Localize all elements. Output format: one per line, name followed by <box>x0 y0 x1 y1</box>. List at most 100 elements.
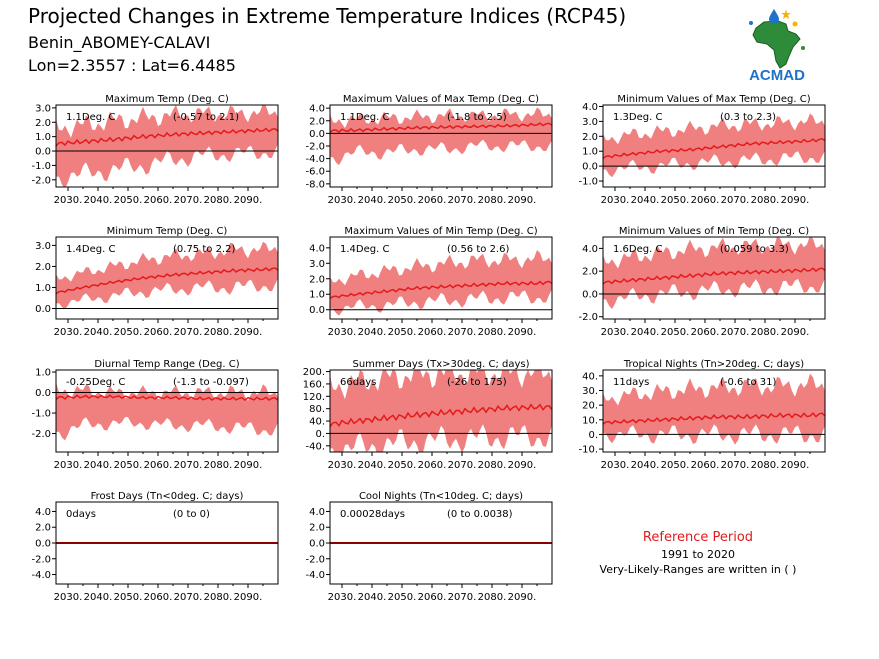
plot-frame <box>329 236 553 320</box>
x-tick-label: 2090. <box>508 592 537 603</box>
x-tick-label: 2050. <box>114 592 143 603</box>
reference-period-title: Reference Period <box>642 530 754 545</box>
likely-range-band <box>56 105 278 187</box>
x-tick-label: 2090. <box>781 460 810 471</box>
y-tick-label: 2.0 <box>309 523 325 534</box>
x-tick-label: 2060. <box>418 460 447 471</box>
x-tick-label: 2080. <box>478 460 507 471</box>
x-tick-label: 2090. <box>781 327 810 338</box>
mean-change-label: 0days <box>66 509 96 520</box>
page-title: Projected Changes in Extreme Temperature… <box>28 4 627 28</box>
chart-title: Tropical Nights (Tn>20deg. C; days) <box>623 359 804 370</box>
y-tick-label: -1.0 <box>31 409 51 420</box>
x-tick-label: 2030. <box>54 592 83 603</box>
chart-title: Summer Days (Tx>30deg. C; days) <box>352 359 529 370</box>
x-tick-label: 2090. <box>781 195 810 206</box>
mean-change-label: -0.25Deg. C <box>66 377 125 388</box>
plot-frame <box>55 104 279 188</box>
mean-change-label: 1.1Deg. C <box>66 112 115 123</box>
x-tick-label: 2030. <box>328 195 357 206</box>
y-tick-label: 30. <box>582 386 598 397</box>
y-tick-label: 1.0 <box>582 147 598 158</box>
y-tick-label: 0.0 <box>35 147 51 158</box>
y-tick-label: 0.0 <box>582 162 598 173</box>
y-tick-label: -2.0 <box>31 175 51 186</box>
x-tick-label: 2050. <box>114 460 143 471</box>
y-tick-label: 2.0 <box>35 262 51 273</box>
mean-series-line <box>603 267 825 285</box>
x-tick-label: 2030. <box>601 195 630 206</box>
chart-title: Minimum Values of Min Temp (Deg. C) <box>619 226 809 237</box>
mean-series-line <box>56 267 278 295</box>
y-tick-label: 1.0 <box>35 283 51 294</box>
x-tick-label: 2040. <box>631 460 660 471</box>
acmad-logo: ACMAD <box>749 9 805 84</box>
x-tick-label: 2070. <box>448 460 477 471</box>
mean-series-line <box>330 280 552 300</box>
x-tick-label: 2040. <box>84 460 113 471</box>
x-tick-label: 2060. <box>691 195 720 206</box>
likely-range-band <box>56 241 278 310</box>
x-tick-label: 2090. <box>508 195 537 206</box>
y-tick-label: 2.0 <box>309 116 325 127</box>
mean-series-line <box>330 403 552 428</box>
likely-range-label: (-1.3 to -0.097) <box>173 377 249 388</box>
reference-period-years: 1991 to 2020 <box>660 548 736 561</box>
y-tick-label: 0.0 <box>582 289 598 300</box>
acmad-africa-logo-icon <box>749 9 805 69</box>
x-tick-label: 2050. <box>661 460 690 471</box>
y-tick-label: 4.0 <box>35 507 51 518</box>
y-tick-label: -8.0 <box>305 179 325 190</box>
y-tick-label: 0.0 <box>35 388 51 399</box>
y-tick-label: -1.0 <box>578 177 598 188</box>
x-tick-label: 2090. <box>508 327 537 338</box>
x-tick-label: 2060. <box>144 327 173 338</box>
chart-panel: 3.0 2.0 1.0 0.0 2030. 2040. 2050. 2060. 2070. 208… <box>35 226 279 338</box>
mean-series-line <box>603 138 825 160</box>
y-tick-label: -2.0 <box>31 554 51 565</box>
x-tick-label: 2030. <box>328 592 357 603</box>
y-tick-label: 3.0 <box>35 241 51 252</box>
mean-change-label: 1.3Deg. C <box>613 112 662 123</box>
x-tick-label: 2040. <box>358 327 387 338</box>
y-tick-label: 2.0 <box>582 132 598 143</box>
mean-series-line <box>603 412 825 425</box>
x-tick-label: 2040. <box>84 592 113 603</box>
y-tick-label: 1.0 <box>35 368 51 379</box>
x-tick-label: 2070. <box>721 460 750 471</box>
plot-area <box>330 370 552 452</box>
y-tick-label: -2.0 <box>578 312 598 323</box>
y-tick-label: -4.0 <box>305 154 325 165</box>
x-tick-label: 2030. <box>328 327 357 338</box>
likely-range-label: (-0.57 to 2.1) <box>173 112 239 123</box>
x-tick-label: 2070. <box>174 460 203 471</box>
y-tick-label: -6.0 <box>305 167 325 178</box>
x-tick-label: 2060. <box>144 195 173 206</box>
plot-frame <box>55 369 279 453</box>
x-tick-label: 2040. <box>358 195 387 206</box>
likely-range-label: (0 to 0.0038) <box>447 509 513 520</box>
x-tick-label: 2040. <box>631 327 660 338</box>
x-tick-label: 2070. <box>174 195 203 206</box>
y-tick-label: -10. <box>578 445 598 456</box>
y-tick-label: 2.0 <box>582 267 598 278</box>
y-tick-label: -4.0 <box>31 570 51 581</box>
x-tick-label: 2080. <box>751 460 780 471</box>
plot-area <box>330 107 552 166</box>
y-tick-label: -1.0 <box>31 161 51 172</box>
y-tick-label: 4.0 <box>582 102 598 113</box>
likely-range-band <box>56 382 278 441</box>
plot-area <box>603 237 825 309</box>
x-tick-label: 2050. <box>388 592 417 603</box>
plot-frame <box>329 369 553 453</box>
plot-frame <box>602 236 826 320</box>
chart-panel: 40.30.20.10.0.-10.2030. 2040. 2050. 2060. 20… <box>578 359 826 471</box>
x-tick-label: 2070. <box>174 592 203 603</box>
x-tick-label: 2040. <box>631 195 660 206</box>
reference-period-note: Very-Likely-Ranges are written in ( ) <box>599 563 797 576</box>
x-tick-label: 2080. <box>478 327 507 338</box>
x-tick-label: 2070. <box>721 327 750 338</box>
